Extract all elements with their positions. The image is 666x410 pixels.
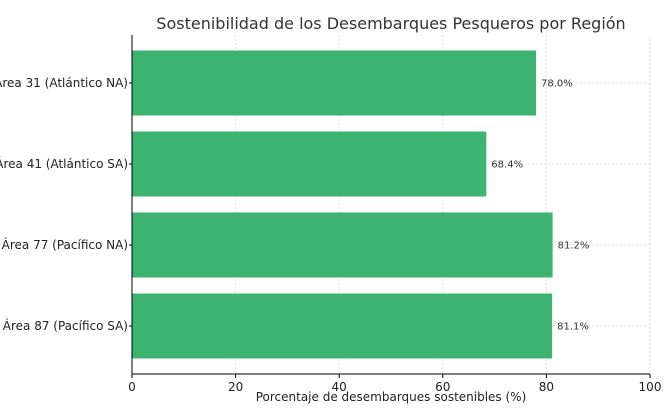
x-tick-label: 20 [228, 380, 243, 394]
bar [132, 50, 537, 116]
y-tick-label: Área 87 (Pacífico SA) [3, 318, 128, 333]
x-tick-label: 80 [539, 380, 554, 394]
labels: Área 31 (Atlántico NA) 78.0% Área 41 (Atlá… [0, 75, 661, 394]
bar [132, 131, 487, 197]
data-label: 68.4% [491, 160, 523, 171]
data-label: 81.1% [557, 322, 589, 333]
x-tick-label: 60 [435, 380, 450, 394]
x-tick-label: 40 [332, 380, 347, 394]
axes [129, 35, 651, 378]
chart-title: Sostenibilidad de los Desembarques Pesqu… [156, 14, 625, 33]
bar [132, 212, 553, 278]
x-tick-label: 0 [128, 380, 136, 394]
y-tick-label: Área 77 (Pacífico NA) [2, 237, 128, 252]
data-label: 78.0% [541, 79, 573, 90]
y-tick-label: Área 31 (Atlántico NA) [0, 75, 128, 90]
bars [132, 50, 553, 359]
x-axis-label: Porcentaje de desembarques sostenibles (… [256, 390, 527, 404]
data-label: 81.2% [558, 241, 590, 252]
bar [132, 293, 553, 359]
x-tick-label: 100 [639, 380, 662, 394]
y-tick-label: Área 41 (Atlántico SA) [0, 156, 128, 171]
